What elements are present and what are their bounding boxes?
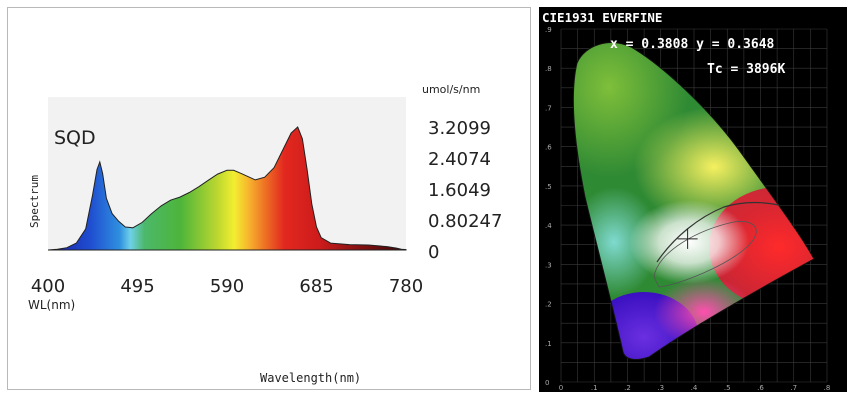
cie-y-tick: .5 <box>545 183 552 191</box>
spectrum-chart: SQD Spectrum umol/s/nm 3.2099 2.4074 1.604… <box>28 83 502 385</box>
cie-panel: CIE1931 EVERFINE x = 0.3808 y = 0.3648 T… <box>539 7 847 392</box>
chromaticity-point <box>677 228 698 249</box>
cie-y-tick: .7 <box>545 104 552 112</box>
x-tick-label: 590 <box>210 276 244 297</box>
x-tick-label: 400 <box>31 276 65 297</box>
cie-y-tick: 0 <box>545 379 549 387</box>
x-tick-labels: 400 495 590 685 780 <box>31 276 423 297</box>
y-axis-label: Spectrum <box>28 175 41 228</box>
x-tick-label: 780 <box>389 276 423 297</box>
cie-y-tick: .8 <box>545 65 552 73</box>
spectral-locus-outline <box>572 42 815 360</box>
cie-title: CIE1931 EVERFINE <box>542 10 662 25</box>
y-tick-label: 3.2099 <box>428 118 491 139</box>
unit-label: umol/s/nm <box>422 83 480 96</box>
cie-chart: CIE1931 EVERFINE x = 0.3808 y = 0.3648 T… <box>542 10 831 392</box>
x-tick-label: 495 <box>120 276 154 297</box>
y-tick-label: 0 <box>428 242 439 263</box>
cie-y-tick: .9 <box>545 26 552 34</box>
cie-y-tick: .4 <box>545 222 552 230</box>
y-tick-label: 1.6049 <box>428 180 491 201</box>
spectrum-area <box>47 126 407 251</box>
cie-y-tick: .2 <box>545 301 552 309</box>
cie-x-tick: .7 <box>790 384 797 392</box>
ellipse-outline <box>653 221 757 288</box>
cie-y-tick: .1 <box>545 340 552 348</box>
chart-title: SQD <box>54 127 96 149</box>
cie-y-tick: .6 <box>545 144 552 152</box>
planckian-locus <box>656 202 780 263</box>
cie-x-tick: .6 <box>757 384 764 392</box>
cct-readout: Tc = 3896K <box>707 62 785 77</box>
cie-x-tick: .3 <box>657 384 664 392</box>
spectrum-panel: SQD Spectrum umol/s/nm 3.2099 2.4074 1.604… <box>7 7 531 390</box>
wavelength-label: Wavelength(nm) <box>260 371 361 385</box>
xy-readout: x = 0.3808 y = 0.3648 <box>610 37 775 52</box>
cie-x-tick: .2 <box>624 384 631 392</box>
x-axis-label: WL(nm) <box>28 298 75 312</box>
y-tick-label: 0.80247 <box>428 211 502 232</box>
cie-x-tick-labels: 0 .1 .2 .3 .4 .5 .6 .7 .8 <box>559 384 831 392</box>
x-tick-label: 685 <box>299 276 333 297</box>
cie-x-tick: .8 <box>824 384 831 392</box>
cie-x-tick: .5 <box>724 384 731 392</box>
y-tick-labels: 3.2099 2.4074 1.6049 0.80247 0 <box>428 118 502 263</box>
cie-y-tick-labels: .9 .8 .7 .6 .5 .4 .3 .2 .1 0 <box>545 26 552 387</box>
cie-x-tick: .1 <box>591 384 598 392</box>
cie-x-tick: 0 <box>559 384 563 392</box>
cie-y-tick: .3 <box>545 261 552 269</box>
cie-x-tick: .4 <box>691 384 698 392</box>
y-tick-label: 2.4074 <box>428 149 491 170</box>
